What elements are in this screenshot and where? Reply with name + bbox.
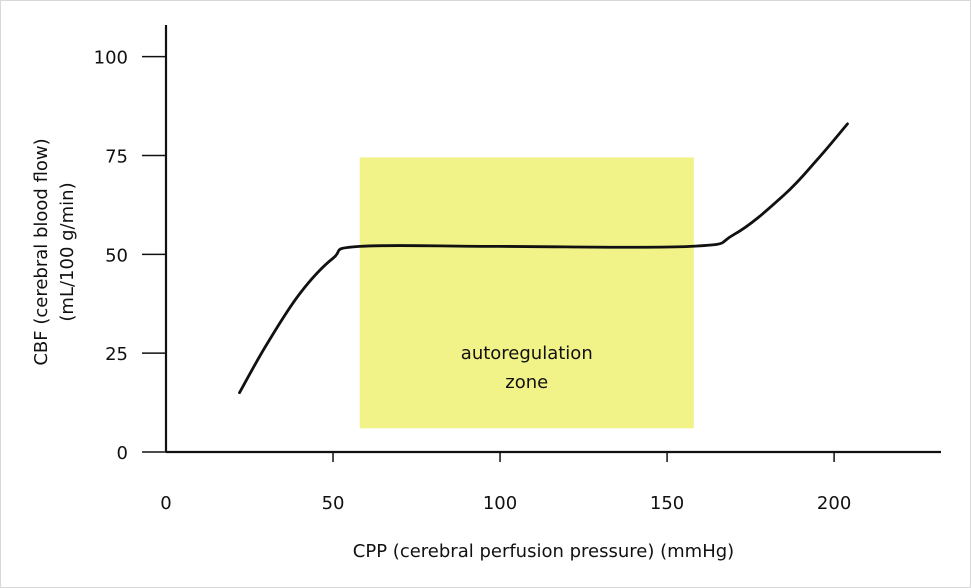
autoregulation-zone (359, 157, 694, 429)
y-axis-title-line-1: CBF (cerebral blood flow) (31, 138, 52, 365)
x-tick-label-50: 50 (322, 493, 345, 514)
zone-label-line-2: zone (505, 372, 548, 393)
y-tick-label-0: 0 (117, 443, 128, 464)
y-tick-label-75: 75 (105, 146, 128, 167)
x-axis-title: CPP (cerebral perfusion pressure) (mmHg) (353, 541, 734, 562)
y-tick-label-50: 50 (105, 245, 128, 266)
zone-layer (359, 157, 694, 429)
y-tick-label-100: 100 (94, 48, 128, 69)
zone-label-line-1: autoregulation (461, 343, 593, 364)
axis-layer (142, 25, 941, 462)
x-tick-label-100: 100 (483, 493, 517, 514)
x-tick-label-0: 0 (160, 493, 171, 514)
series-layer (238, 122, 849, 395)
x-tick-label-200: 200 (817, 493, 851, 514)
cbf-curve (238, 122, 849, 395)
x-tick-label-150: 150 (650, 493, 684, 514)
y-tick-label-25: 25 (105, 344, 128, 365)
y-axis-title: CBF (cerebral blood flow) (mL/100 g/min) (31, 138, 78, 365)
text-layer: autoregulation zone 0 50 100 150 200 0 25 50 75 100… (31, 48, 851, 562)
y-axis-title-line-2: (mL/100 g/min) (57, 182, 78, 321)
